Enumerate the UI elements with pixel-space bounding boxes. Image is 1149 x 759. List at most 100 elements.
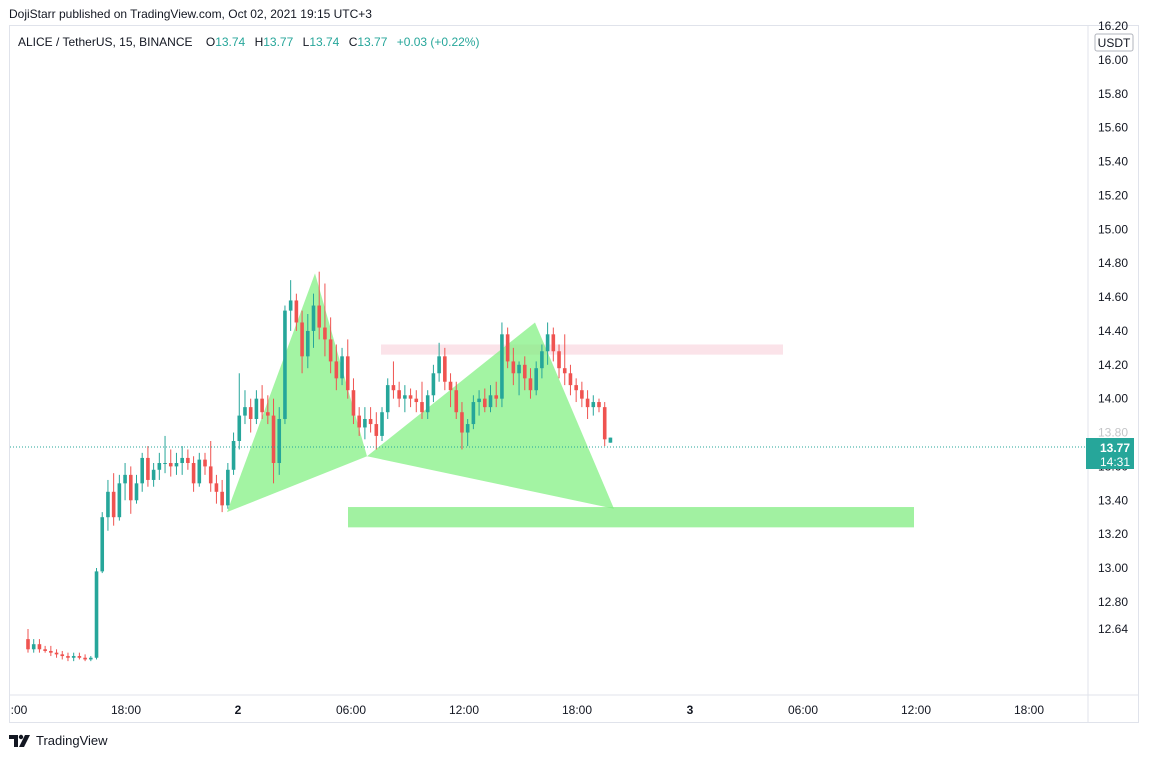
candle-body (248, 407, 253, 419)
last-price-tag (1086, 438, 1134, 469)
candle (237, 373, 242, 450)
candle-body (111, 491, 116, 518)
candle (414, 390, 419, 413)
y-tick-label: 15.40 (1098, 155, 1128, 169)
candle-body (151, 469, 156, 480)
candle (163, 435, 167, 474)
y-tick-label: 13.40 (1098, 493, 1128, 507)
candle-body (305, 330, 310, 357)
candle-body (511, 361, 516, 374)
open-value: 13.74 (215, 35, 246, 49)
candle-body (271, 415, 276, 464)
chart-frame[interactable] (9, 25, 1139, 723)
candle-body (100, 517, 105, 572)
candle-body (300, 322, 304, 357)
candle (311, 293, 316, 348)
candle (608, 437, 613, 443)
candle (460, 402, 464, 450)
y-tick-label: 14.00 (1098, 392, 1128, 406)
open-label: O (205, 35, 216, 49)
candle-body (60, 654, 65, 657)
candle-body (528, 378, 533, 391)
candle-body (363, 418, 367, 428)
candle (71, 652, 76, 662)
candle-body (283, 310, 287, 419)
y-tick-label: 13.00 (1098, 561, 1128, 575)
candle-body (174, 463, 179, 467)
high-value: 13.77 (263, 35, 294, 49)
candle-body (437, 356, 441, 374)
candle (465, 418, 470, 447)
candle-body (294, 300, 299, 323)
candle-body (163, 463, 167, 465)
candle (557, 344, 561, 379)
x-tick-label: 18:00 (1014, 703, 1044, 717)
candle-body (186, 457, 190, 464)
candle (403, 385, 407, 413)
candle (534, 361, 538, 396)
tradingview-brand[interactable]: TradingView (9, 733, 108, 748)
symbol-legend[interactable]: ALICE / TetherUS, 15, BINANCE O13.74 H13… (18, 35, 485, 49)
candle (254, 390, 259, 425)
candle (477, 390, 481, 416)
candle-body (420, 402, 424, 413)
low-label: L (302, 35, 310, 49)
candle (437, 342, 441, 382)
candle (49, 645, 53, 657)
candle-body (557, 351, 561, 369)
candle (408, 388, 413, 408)
candle-body (471, 402, 476, 425)
y-tick-label: 15.20 (1098, 188, 1128, 202)
candle (134, 474, 139, 504)
y-axis: 16.20 16.00 15.80 15.60 15.40 15.20 15.00 14.80… (1098, 19, 1128, 636)
candle-body (128, 474, 133, 501)
candle-body (391, 385, 396, 391)
candle (334, 344, 339, 391)
candle (585, 390, 590, 419)
candle (168, 449, 173, 477)
candle-body (323, 327, 327, 340)
candle-body (568, 373, 573, 386)
candle (43, 645, 47, 653)
candle-body (517, 364, 521, 374)
candle-body (220, 491, 224, 506)
candle-body (374, 424, 379, 436)
candle-body (157, 463, 162, 470)
harmonic-pattern (227, 273, 614, 513)
x-tick-label: 2 (235, 703, 242, 717)
candle (540, 344, 544, 379)
candle (323, 283, 327, 357)
candle (31, 639, 36, 653)
candle-body (117, 483, 122, 518)
candle (580, 381, 584, 408)
candle-body (597, 402, 601, 408)
candle (186, 449, 190, 470)
candle (94, 568, 99, 660)
x-tick-label: 3 (687, 703, 694, 717)
x-tick-label: 18:00 (562, 703, 592, 717)
candle (243, 390, 247, 425)
candle-body (66, 656, 70, 658)
x-tick-label: 12:00 (449, 703, 479, 717)
candle-body (203, 459, 207, 467)
candle-body (591, 402, 596, 408)
candle-body (602, 407, 607, 440)
candle-body (505, 334, 510, 362)
candle (443, 347, 447, 391)
candle (363, 407, 367, 440)
candle-body (266, 412, 270, 416)
candle (351, 378, 356, 425)
y-tick-label: 14.80 (1098, 256, 1128, 270)
candle (591, 395, 596, 416)
candle (300, 310, 304, 374)
candle (146, 446, 150, 487)
candle (174, 452, 179, 475)
candle (266, 395, 270, 425)
currency-badge[interactable] (1094, 33, 1134, 52)
candle (123, 463, 127, 501)
candle (208, 441, 213, 492)
candle (106, 479, 110, 531)
candle (551, 327, 556, 362)
y-tick-label: 15.00 (1098, 222, 1128, 236)
